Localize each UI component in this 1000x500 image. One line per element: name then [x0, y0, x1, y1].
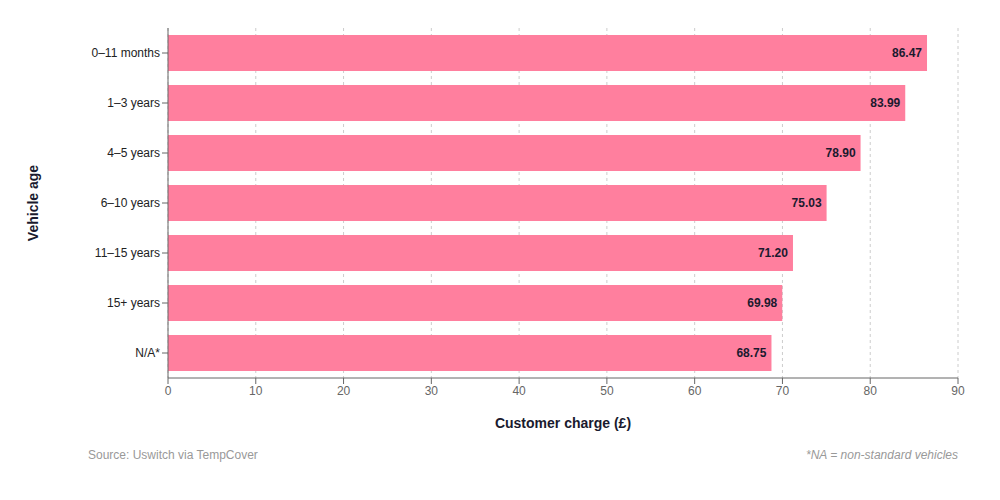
svg-text:70: 70 [776, 384, 790, 398]
svg-text:75.03: 75.03 [792, 196, 822, 210]
svg-text:0: 0 [165, 384, 172, 398]
html-text:*NA = non-standard vehicles: *NA = non-standard vehicles [806, 448, 958, 462]
svg-text:Customer charge (£): Customer charge (£) [495, 415, 631, 431]
svg-text:6–10 years: 6–10 years [101, 196, 160, 210]
svg-text:11–15 years: 11–15 years [95, 246, 160, 260]
svg-text:0–11 months: 0–11 months [92, 46, 161, 60]
svg-text:71.20: 71.20 [758, 246, 788, 260]
svg-text:90: 90 [951, 384, 965, 398]
svg-text:80: 80 [864, 384, 878, 398]
svg-text:78.90: 78.90 [826, 146, 856, 160]
svg-text:4–5 years: 4–5 years [107, 146, 160, 160]
svg-text:40: 40 [512, 384, 526, 398]
svg-text:50: 50 [600, 384, 614, 398]
svg-text:20: 20 [337, 384, 351, 398]
svg-text:60: 60 [688, 384, 702, 398]
svg-text:N/A*: N/A* [135, 346, 160, 360]
svg-text:15+ years: 15+ years [107, 296, 160, 310]
svg-text:30: 30 [425, 384, 439, 398]
html-text:Source: Uswitch via TempCover: Source: Uswitch via TempCover [88, 448, 258, 462]
svg-text:86.47: 86.47 [892, 46, 922, 60]
svg-text:83.99: 83.99 [870, 96, 900, 110]
svg-text:1–3 years: 1–3 years [107, 96, 160, 110]
svg-text:68.75: 68.75 [736, 346, 766, 360]
svg-text:10: 10 [249, 384, 263, 398]
svg-text:Vehicle age: Vehicle age [25, 165, 41, 241]
svg-text:69.98: 69.98 [747, 296, 777, 310]
